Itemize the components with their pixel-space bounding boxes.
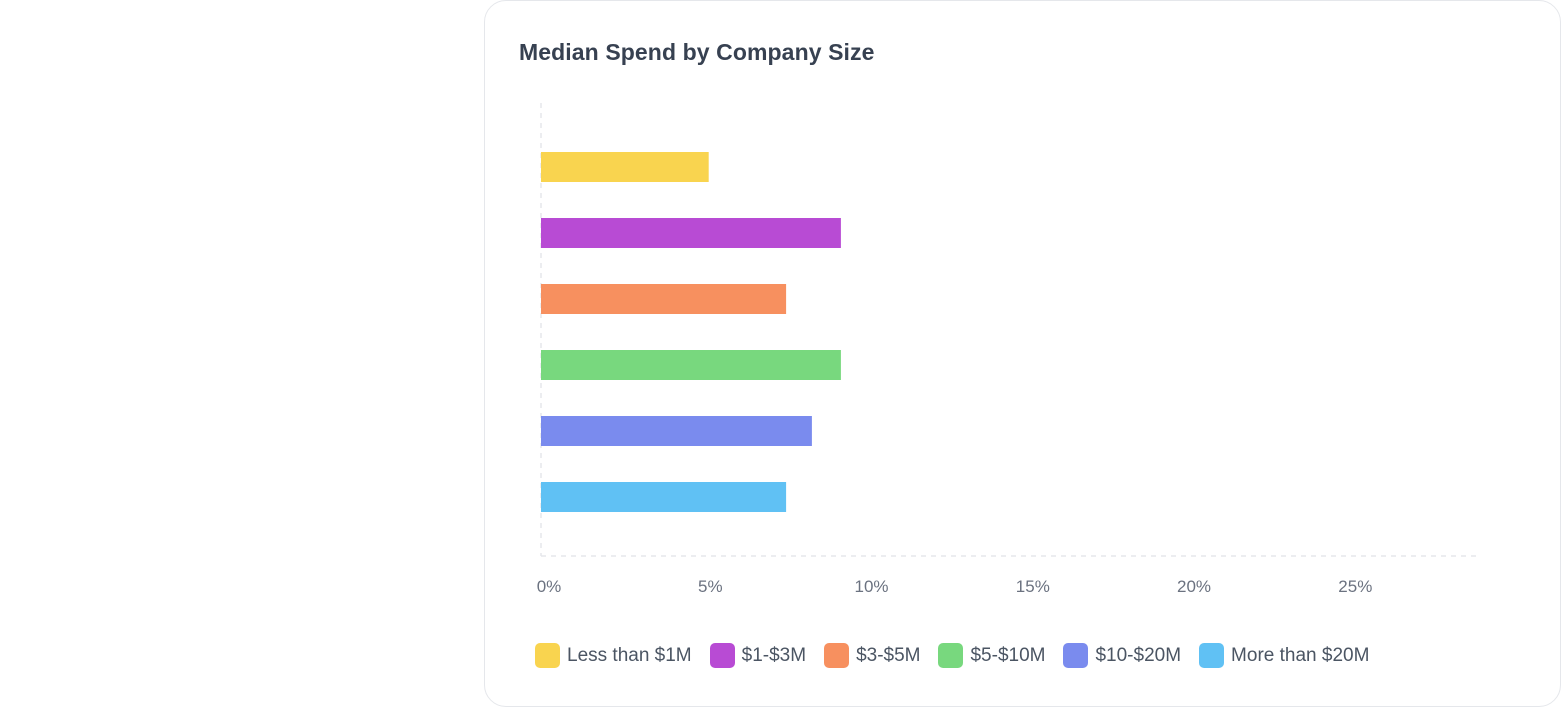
x-tick-label: 25%: [1338, 577, 1372, 596]
bar-3[interactable]: [541, 284, 787, 314]
legend-label: More than $20M: [1231, 644, 1370, 666]
legend-label: Less than $1M: [567, 644, 692, 666]
legend-item-5m-10m[interactable]: $5-$10M: [938, 643, 1045, 668]
legend-label: $5-$10M: [970, 644, 1046, 666]
bar-6[interactable]: [541, 482, 787, 512]
bar-chart: 0% 5% 10% 15% 20% 25%: [537, 103, 1479, 596]
bars-group: [541, 152, 841, 512]
x-tick-label: 10%: [854, 577, 888, 596]
legend-item-less-than-1m[interactable]: Less than $1M: [535, 643, 692, 668]
x-tick-label: 0%: [537, 577, 562, 596]
legend-item-1m-3m[interactable]: $1-$3M: [709, 643, 807, 668]
chart-title: Median Spend by Company Size: [519, 39, 875, 65]
chart-card: Median Spend by Company Size 0% 5% 10% 15% 2…: [484, 0, 1561, 707]
legend-item-more-than-20m[interactable]: More than $20M: [1199, 643, 1369, 668]
legend: Less than $1M $1-$3M $3-$5M $5-$10M $10-…: [535, 643, 1387, 668]
x-tick-label: 20%: [1177, 577, 1211, 596]
legend-swatch: [1063, 643, 1089, 668]
x-tick-labels: 0% 5% 10% 15% 20% 25%: [537, 577, 1373, 596]
legend-item-10m-20m[interactable]: $10-$20M: [1063, 643, 1181, 668]
x-tick-label: 5%: [698, 577, 723, 596]
legend-swatch: [824, 643, 850, 668]
legend-swatch: [535, 643, 560, 668]
legend-label: $1-$3M: [741, 644, 807, 666]
legend-swatch: [709, 643, 735, 668]
bar-4[interactable]: [541, 350, 841, 380]
legend-label: $3-$5M: [856, 644, 921, 666]
legend-swatch: [1199, 643, 1225, 668]
bar-2[interactable]: [541, 218, 841, 248]
x-tick-label: 15%: [1016, 577, 1050, 596]
legend-item-3m-5m[interactable]: $3-$5M: [824, 643, 920, 668]
legend-swatch: [938, 643, 964, 668]
bar-5[interactable]: [541, 416, 812, 446]
bar-1[interactable]: [541, 152, 709, 182]
legend-label: $10-$20M: [1095, 644, 1182, 666]
